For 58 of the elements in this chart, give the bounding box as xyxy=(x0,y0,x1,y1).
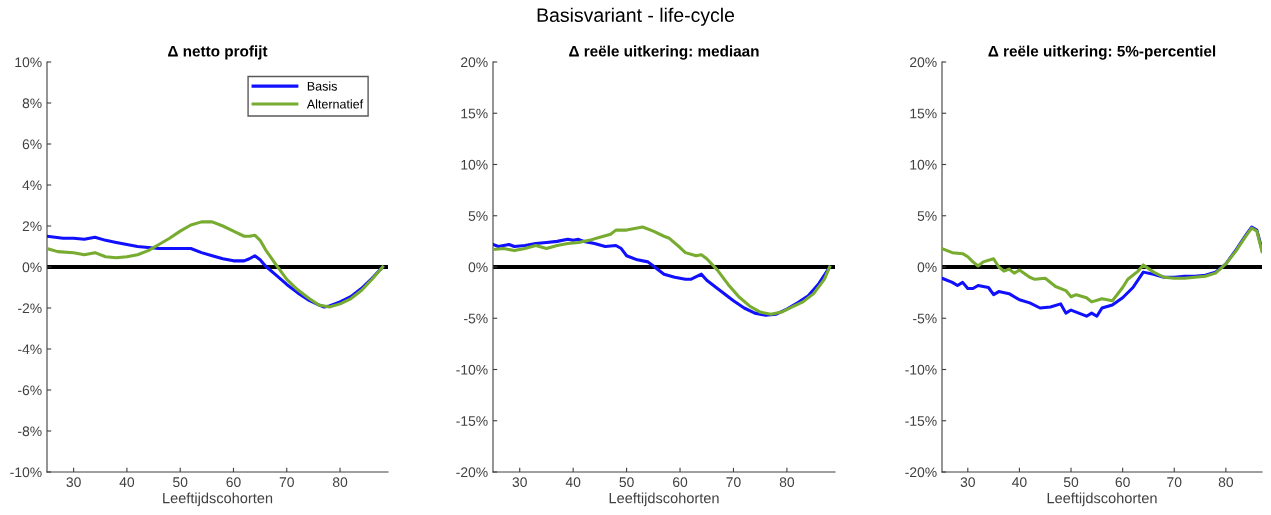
x-tick-label: 60 xyxy=(1115,477,1130,488)
y-tick-label: 0% xyxy=(468,262,488,273)
x-tick-label: 80 xyxy=(1218,477,1234,488)
x-tick-label: 50 xyxy=(1063,477,1079,488)
y-tick-label: -20% xyxy=(456,467,488,478)
y-tick-label: -20% xyxy=(905,467,937,478)
x-tick-label: 60 xyxy=(673,477,688,488)
y-tick-label: 10% xyxy=(910,159,937,170)
x-axis-title: Leeftijdscohorten xyxy=(1047,492,1157,507)
y-tick-label: 10% xyxy=(461,159,488,170)
x-tick-label: 50 xyxy=(619,477,634,488)
x-tick-label: 30 xyxy=(66,477,81,488)
y-tick-label: 15% xyxy=(910,108,937,119)
y-tick-label: 5% xyxy=(917,211,937,221)
y-tick-label: 2% xyxy=(22,221,42,232)
y-tick-label: -6% xyxy=(18,385,42,396)
y-tick-label: 10% xyxy=(15,57,42,68)
y-tick-label: -15% xyxy=(905,416,937,426)
x-tick-label: 40 xyxy=(1012,477,1027,488)
chart-title: Δ netto profijt xyxy=(168,45,268,60)
y-tick-label: 8% xyxy=(22,98,42,109)
y-tick-label: -5% xyxy=(913,313,937,324)
y-tick-label: 0% xyxy=(22,262,42,273)
y-tick-label: 20% xyxy=(461,57,488,68)
y-tick-label: -2% xyxy=(18,303,42,314)
y-tick-label: 0% xyxy=(917,262,937,273)
y-tick-label: -10% xyxy=(905,364,937,375)
legend-label: Basis xyxy=(307,81,337,91)
y-tick-label: -10% xyxy=(10,467,42,478)
x-tick-label: 30 xyxy=(960,477,975,488)
legend-label: Alternatief xyxy=(306,99,364,109)
chart-title: Δ reële uitkering: mediaan xyxy=(569,45,759,60)
line-series xyxy=(47,220,385,309)
line-series xyxy=(942,226,1262,304)
y-tick-label: -8% xyxy=(18,426,42,437)
x-axis-title: Leeftijdscohorten xyxy=(609,492,719,507)
x-tick-label: 50 xyxy=(173,477,188,488)
y-tick-label: 6% xyxy=(22,139,42,150)
y-tick-label: 5% xyxy=(468,211,488,221)
chart-title: Δ reële uitkering: 5%-percentiel xyxy=(988,45,1216,60)
x-tick-label: 70 xyxy=(1167,477,1182,488)
text: Basisvariant - life-cycle xyxy=(537,7,735,26)
y-tick-label: 15% xyxy=(461,108,488,119)
x-tick-label: 40 xyxy=(119,477,135,488)
x-tick-label: 30 xyxy=(512,477,527,488)
y-tick-label: -15% xyxy=(456,416,488,426)
x-tick-label: 40 xyxy=(565,477,581,488)
x-tick-label: 60 xyxy=(226,477,241,488)
y-tick-label: 4% xyxy=(22,180,42,191)
x-tick-label: 80 xyxy=(332,477,348,488)
x-tick-label: 80 xyxy=(779,477,795,488)
x-tick-label: 70 xyxy=(726,477,741,488)
y-tick-label: -10% xyxy=(456,364,488,375)
x-tick-label: 70 xyxy=(279,477,294,488)
y-tick-label: -4% xyxy=(18,344,42,355)
x-axis-title: Leeftijdscohorten xyxy=(163,492,273,507)
y-tick-label: -5% xyxy=(464,313,488,324)
y-tick-label: 20% xyxy=(910,57,937,68)
